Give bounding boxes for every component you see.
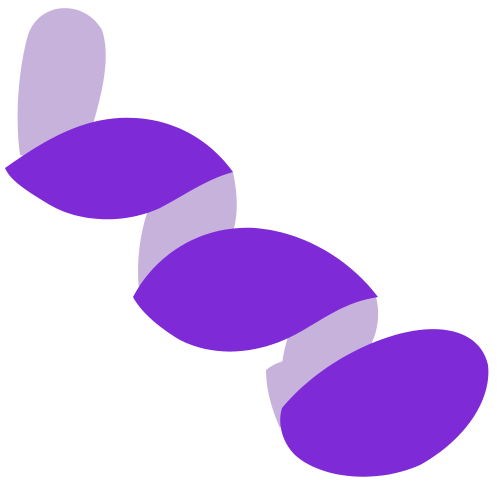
ribbon-back-segment-tail: [266, 359, 312, 428]
ribbon-front-segment-upper: [5, 117, 233, 220]
ribbon-back-segment-top: [17, 8, 106, 157]
ribbon-front-segment-middle: [133, 227, 378, 352]
ribbon-front-segment-tail: [280, 329, 489, 477]
